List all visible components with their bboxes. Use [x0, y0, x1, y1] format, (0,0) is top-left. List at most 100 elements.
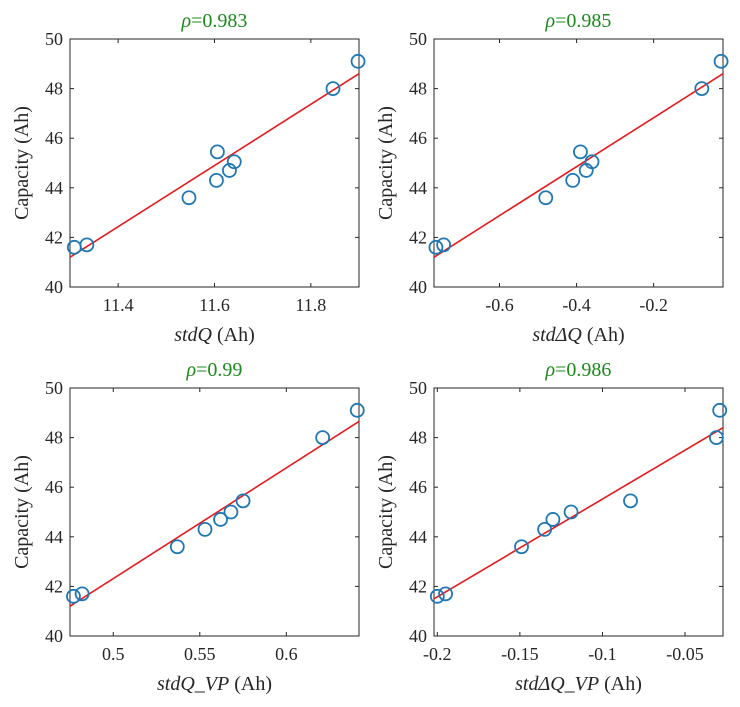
rho-symbol: ρ	[545, 359, 556, 381]
x-tick-label: -0.2	[423, 644, 452, 664]
fit-line	[70, 73, 359, 258]
axes-box	[433, 38, 724, 288]
x-axis-variable: stdQ_VP	[157, 673, 229, 695]
data-point	[74, 586, 90, 602]
x-tick-label: -0.2	[639, 295, 668, 315]
y-tick-label: 50	[45, 378, 63, 398]
x-tick-label: -0.6	[485, 295, 514, 315]
y-tick-label: 44	[45, 178, 63, 198]
y-tick-label: 50	[409, 378, 427, 398]
axes-box	[433, 387, 724, 637]
data-point	[213, 512, 228, 527]
rho-value: =0.985	[555, 10, 611, 32]
plot-area	[70, 420, 359, 607]
y-tick-label: 40	[45, 277, 63, 297]
chart-title: ρ=0.985	[545, 10, 612, 32]
axes-box	[69, 38, 360, 288]
chart-title: ρ=0.986	[545, 359, 612, 381]
data-point	[708, 430, 724, 446]
y-axis-label: Capacity (Ah)	[375, 106, 397, 220]
y-axis-label: Capacity (Ah)	[11, 455, 33, 569]
data-point	[538, 190, 554, 206]
y-tick-label: 40	[409, 626, 427, 646]
data-point	[694, 81, 710, 96]
chart-panel-1: 40 42 44 46 48 50 11.4 11.6 11.8 ρ=0.983 stdQ (Ah)…	[11, 10, 366, 346]
chart-title: ρ=0.983	[181, 10, 248, 32]
data-point	[235, 493, 251, 509]
data-point	[573, 144, 588, 160]
data-point	[537, 521, 553, 537]
x-axis-label: stdΔQ (Ah)	[532, 324, 624, 346]
y-tick-label: 44	[409, 527, 427, 547]
axes-box	[69, 387, 360, 637]
x-tick-label: 0.5	[102, 644, 125, 664]
rho-symbol: ρ	[186, 359, 197, 381]
y-tick-label: 46	[409, 128, 427, 148]
y-tick-label: 42	[409, 576, 427, 596]
y-tick-label: 46	[45, 128, 63, 148]
data-point	[436, 237, 452, 253]
chart-title: ρ=0.99	[186, 359, 243, 381]
data-point	[563, 504, 579, 520]
data-point	[181, 190, 197, 206]
x-tick-label: -0.05	[666, 644, 704, 664]
y-tick-label: 48	[45, 79, 63, 99]
data-point	[222, 163, 237, 178]
y-axis-label: Capacity (Ah)	[375, 455, 397, 569]
x-axis-unit: (Ah)	[212, 324, 255, 346]
y-tick-label: 50	[409, 29, 427, 49]
data-point	[428, 239, 444, 255]
data-point	[712, 402, 728, 418]
data-point	[209, 144, 225, 160]
fit-line	[434, 426, 723, 600]
data-point	[429, 588, 445, 604]
y-tick-label: 46	[45, 477, 63, 497]
rho-symbol: ρ	[545, 10, 556, 32]
x-tick-label: -0.1	[588, 644, 617, 664]
y-tick-label: 48	[409, 428, 427, 448]
data-point	[545, 512, 561, 527]
y-tick-label: 42	[45, 227, 63, 247]
x-tick-label: 11.4	[103, 295, 134, 315]
plot-area	[434, 73, 723, 258]
x-axis-variable: stdΔQ_VP	[515, 673, 599, 695]
x-axis-label: stdQ_VP (Ah)	[157, 673, 272, 695]
data-point	[223, 504, 239, 520]
fit-line	[70, 420, 359, 607]
y-tick-label: 44	[45, 527, 63, 547]
y-tick-label: 42	[409, 227, 427, 247]
rho-value: =0.983	[191, 10, 247, 32]
x-tick-label: 11.8	[295, 295, 326, 315]
chart-panel-2: 40 42 44 46 48 50 -0.6 -0.4 -0.2 ρ=0.985 stdΔQ (Ah…	[375, 10, 729, 346]
y-tick-label: 48	[409, 79, 427, 99]
y-axis-label: Capacity (Ah)	[11, 106, 33, 220]
y-tick-label: 40	[45, 626, 63, 646]
rho-symbol: ρ	[181, 10, 192, 32]
x-axis-label: stdΔQ_VP (Ah)	[515, 673, 642, 695]
y-tick-label: 48	[45, 428, 63, 448]
chart-panel-3: 40 42 44 46 48 50 0.5 0.55 0.6 ρ=0.99 stdQ_VP (Ah)…	[11, 359, 365, 695]
data-point	[713, 53, 729, 69]
data-point	[623, 493, 638, 509]
data-point	[66, 588, 81, 604]
y-tick-label: 50	[45, 29, 63, 49]
data-point	[315, 430, 331, 446]
plot-area	[434, 426, 723, 600]
y-tick-label: 46	[409, 477, 427, 497]
data-point	[584, 154, 600, 170]
data-point	[349, 402, 365, 418]
data-point	[350, 53, 366, 69]
y-tick-label: 42	[45, 576, 63, 596]
x-axis-unit: (Ah)	[229, 673, 272, 695]
plot-area	[70, 73, 359, 258]
y-tick-label: 44	[409, 178, 427, 198]
rho-value: =0.99	[196, 359, 242, 381]
x-axis-label: stdQ (Ah)	[174, 324, 255, 346]
data-point	[79, 237, 95, 253]
data-point	[325, 81, 341, 96]
rho-value: =0.986	[555, 359, 611, 381]
data-point	[209, 172, 224, 188]
x-axis-unit: (Ah)	[582, 324, 625, 346]
x-tick-label: -0.15	[501, 644, 539, 664]
